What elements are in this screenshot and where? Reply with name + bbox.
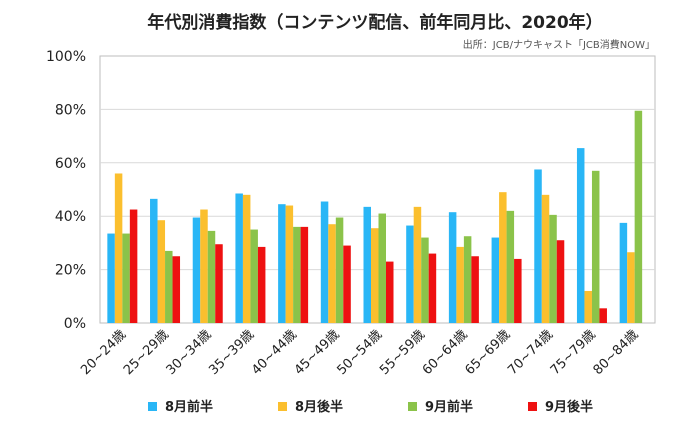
bar <box>200 209 208 323</box>
y-tick-label: 60% <box>55 156 86 172</box>
bar <box>215 244 223 323</box>
bar <box>320 201 329 323</box>
bar <box>250 229 258 323</box>
bar <box>343 245 351 323</box>
x-tick-label: 65~69歳 <box>463 327 514 378</box>
y-tick-label: 40% <box>55 209 86 225</box>
x-tick-label: 50~54歳 <box>334 327 385 378</box>
x-tick-label: 75~79歳 <box>548 327 599 378</box>
bar <box>549 214 557 323</box>
bar <box>293 226 301 323</box>
bar <box>428 253 437 323</box>
bar <box>207 230 216 323</box>
y-tick-label: 20% <box>55 263 86 279</box>
bar <box>413 206 422 323</box>
legend-swatch <box>278 402 287 411</box>
bar <box>471 256 479 323</box>
bar <box>114 173 123 323</box>
bar <box>421 237 429 323</box>
legend-swatch <box>148 402 157 411</box>
legend-label: 9月後半 <box>545 399 593 415</box>
bar <box>514 258 522 323</box>
bar <box>599 308 607 323</box>
y-tick-label: 80% <box>55 102 86 118</box>
bar <box>634 110 643 323</box>
x-tick-label: 30~34歳 <box>164 327 215 378</box>
bar <box>576 148 585 323</box>
x-tick-label: 45~49歳 <box>292 327 343 378</box>
bar <box>335 217 344 323</box>
legend-label: 9月前半 <box>425 399 473 415</box>
x-tick-label: 20~24歳 <box>78 327 129 378</box>
x-tick-label: 70~74歳 <box>505 327 556 378</box>
bar <box>157 220 166 323</box>
x-tick-label: 40~44歳 <box>249 327 300 378</box>
bar <box>591 170 600 323</box>
plot-area: 0% 20% 40% 60% 80% 100% 20~24歳25~29歳30~34歳35~3… <box>46 49 656 378</box>
x-tick-label: 55~59歳 <box>377 327 428 378</box>
x-tick-label: 60~64歳 <box>420 327 471 378</box>
bar <box>300 226 309 323</box>
y-tick-label: 100% <box>46 49 86 65</box>
x-tick-label: 80~84歳 <box>591 327 642 378</box>
bar <box>378 213 386 323</box>
legend-swatch <box>528 402 537 411</box>
legend-label: 8月前半 <box>165 399 213 415</box>
bar <box>122 233 130 323</box>
bar <box>556 240 565 323</box>
bar <box>463 236 472 323</box>
bar <box>363 206 371 323</box>
bar <box>448 212 457 323</box>
bar <box>534 169 542 323</box>
bar <box>386 261 394 323</box>
bar <box>541 194 550 323</box>
legend-label: 8月後半 <box>295 399 343 415</box>
bar <box>192 217 201 323</box>
chart-title: 年代別消費指数（コンテンツ配信、前年同月比、2020年） <box>147 12 602 33</box>
bar <box>242 194 251 323</box>
bar <box>172 256 181 323</box>
bar <box>328 224 336 323</box>
bar <box>619 222 628 323</box>
bar <box>506 210 515 323</box>
bar <box>371 228 379 323</box>
bar <box>491 237 500 323</box>
bar <box>150 198 158 323</box>
x-tick-label: 25~29歳 <box>121 327 172 378</box>
bar <box>278 204 286 323</box>
legend-swatch <box>408 402 417 411</box>
chart-source: 出所：JCB/ナウキャスト「JCB消費NOW」 <box>463 38 655 51</box>
y-tick-label: 0% <box>64 316 86 332</box>
bar <box>285 205 294 323</box>
bar <box>627 252 635 323</box>
x-tick-label: 35~39歳 <box>206 327 257 378</box>
bar <box>129 209 138 323</box>
bar <box>456 246 464 323</box>
bar <box>499 192 507 323</box>
bar <box>257 246 266 323</box>
legend: 8月前半 8月後半 9月前半 9月後半 <box>148 399 593 415</box>
bar <box>107 233 115 323</box>
bar <box>406 225 414 323</box>
bar <box>235 193 243 323</box>
bar <box>165 250 173 323</box>
bar <box>584 290 592 323</box>
